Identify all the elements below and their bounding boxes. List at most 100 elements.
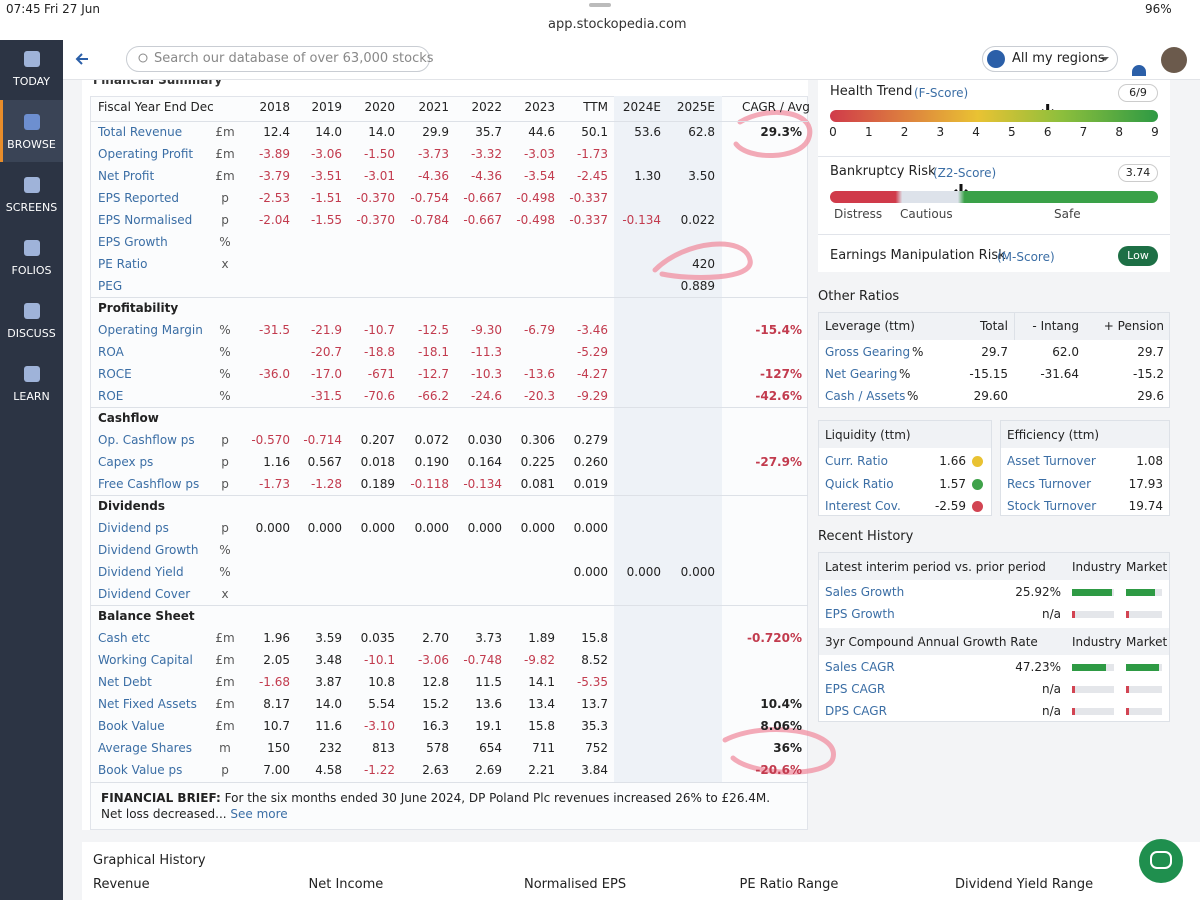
row-label[interactable]: Dividend ps <box>98 521 169 535</box>
row-label[interactable]: PEG <box>98 279 123 293</box>
row-unit: £m <box>215 675 235 689</box>
row-label[interactable]: Book Value ps <box>98 763 183 777</box>
scale-label: 4 <box>972 125 980 139</box>
cell-value: -9.29 <box>576 389 608 403</box>
nav-item[interactable]: TODAY <box>12 75 51 88</box>
graph-tab[interactable]: Revenue <box>93 877 150 892</box>
cell-value: 1.89 <box>528 631 555 645</box>
row-label[interactable]: ROE <box>98 389 124 403</box>
history-label[interactable]: DPS CAGR <box>825 704 887 718</box>
cell-value: 0.260 <box>573 455 608 469</box>
ratio-label[interactable]: Interest Cov. <box>825 499 901 513</box>
graph-tab[interactable]: Dividend Yield Range <box>955 877 1094 892</box>
scale-label: 8 <box>1115 125 1124 139</box>
row-label[interactable]: Capex ps <box>98 455 154 469</box>
row-label[interactable]: Total Revenue <box>98 125 183 139</box>
ratio-label[interactable]: Curr. Ratio <box>825 454 888 468</box>
health-score: 6/9 <box>1129 86 1147 99</box>
cell-value: 3.73 <box>475 631 502 645</box>
row-label[interactable]: ROA <box>98 345 124 359</box>
chat-button[interactable] <box>1139 839 1183 883</box>
cell-value: 0.000 <box>467 521 502 535</box>
row-label[interactable]: Net Debt <box>98 675 152 689</box>
row-label[interactable]: Dividend Growth <box>98 543 199 557</box>
graph-tab[interactable]: PE Ratio Range <box>739 877 839 892</box>
row-label[interactable]: Free Cashflow ps <box>98 477 200 491</box>
cagr-value: -127% <box>759 367 802 381</box>
row-label[interactable]: PE Ratio <box>98 257 148 271</box>
row-label[interactable]: Net Fixed Assets <box>98 697 197 711</box>
row-label[interactable]: Working Capital <box>98 653 193 667</box>
row-unit: p <box>221 191 229 205</box>
history-header: Latest interim period vs. prior period <box>825 560 1046 574</box>
row-label[interactable]: EPS Growth <box>98 235 168 249</box>
cell-value: -9.30 <box>470 323 502 337</box>
column-header: 2019 <box>311 100 342 114</box>
row-label[interactable]: Average Shares <box>98 741 192 755</box>
nav-item[interactable]: SCREENS <box>5 201 58 214</box>
row-unit: £m <box>215 697 235 711</box>
ratio-label[interactable]: Recs Turnover <box>1007 476 1092 491</box>
search-box[interactable] <box>126 46 430 72</box>
row-label[interactable]: EPS Normalised <box>98 213 193 227</box>
ratio-value: 1.57 <box>939 476 966 491</box>
row-label[interactable]: Dividend Yield <box>98 565 184 579</box>
column-header: 2025E <box>676 100 715 114</box>
row-label[interactable]: Operating Profit <box>98 147 194 161</box>
ratio-label[interactable]: Stock Turnover <box>1007 499 1097 513</box>
cell-value: -3.01 <box>363 169 395 183</box>
cell-value: -3.46 <box>576 323 608 337</box>
cell-value: 578 <box>426 741 449 755</box>
nav-item[interactable]: LEARN <box>13 390 50 403</box>
search-placeholder[interactable]: Search our database of over 63,000 stock… <box>154 51 434 66</box>
history-label[interactable]: EPS CAGR <box>825 682 886 696</box>
back-arrow[interactable] <box>75 53 88 65</box>
brief-link[interactable]: See more <box>230 807 288 821</box>
graph-tab[interactable]: Net Income <box>308 877 384 892</box>
ratio-label[interactable]: Quick Ratio <box>825 476 894 491</box>
graph-tab[interactable]: Normalised EPS <box>524 877 627 892</box>
ratio-label[interactable]: Cash / Assets <box>825 389 906 403</box>
row-label[interactable]: EPS Reported <box>98 191 180 205</box>
row-label[interactable]: Book Value <box>98 719 165 733</box>
header-label: Fiscal Year End Dec <box>98 100 214 114</box>
nav-item[interactable]: BROWSE <box>7 138 56 151</box>
history-label[interactable]: EPS Growth <box>825 607 895 621</box>
brief-label: FINANCIAL BRIEF: <box>101 791 221 805</box>
row-label[interactable]: Net Profit <box>98 169 155 183</box>
section-title: Profitability <box>98 301 179 315</box>
cell-value: 2.69 <box>475 763 502 777</box>
cell-value: 711 <box>532 741 555 755</box>
health-bar <box>830 110 1158 122</box>
row-label[interactable]: Dividend Cover <box>98 587 191 601</box>
cell-value: -0.337 <box>569 213 608 227</box>
ratio-label[interactable]: Net Gearing <box>825 367 898 381</box>
nav-item[interactable]: DISCUSS <box>7 327 56 340</box>
cell-value: 232 <box>319 741 342 755</box>
z-bar <box>830 191 1158 203</box>
row-label[interactable]: Operating Margin <box>98 323 203 337</box>
row-unit: % <box>219 565 231 579</box>
bar-fill <box>1072 611 1076 618</box>
avatar[interactable] <box>1161 47 1187 73</box>
divider <box>818 156 1170 157</box>
row-unit: p <box>221 477 229 491</box>
ratio-label[interactable]: Asset Turnover <box>1007 454 1096 468</box>
cell-value: -0.570 <box>251 433 290 447</box>
history-label[interactable]: Sales CAGR <box>825 660 895 674</box>
history-value: 47.23% <box>1015 660 1061 674</box>
region[interactable]: All my regions <box>1012 51 1105 66</box>
row-label[interactable]: Op. Cashflow ps <box>98 433 195 447</box>
leverage-header: - Intang <box>1032 319 1079 333</box>
bell-icon[interactable] <box>1132 65 1146 77</box>
zone-label: Safe <box>1054 207 1081 221</box>
ratio-label[interactable]: Gross Gearing <box>825 345 911 359</box>
cell-value: -0.337 <box>569 191 608 205</box>
history-label[interactable]: Sales Growth <box>825 585 905 599</box>
cell-value: 15.8 <box>581 631 608 645</box>
nav-item[interactable]: FOLIOS <box>11 264 52 277</box>
row-label[interactable]: Cash etc <box>98 631 151 645</box>
row-label[interactable]: ROCE <box>98 367 132 381</box>
cell-value: 14.1 <box>528 675 555 689</box>
cell-value: 3.48 <box>315 653 342 667</box>
